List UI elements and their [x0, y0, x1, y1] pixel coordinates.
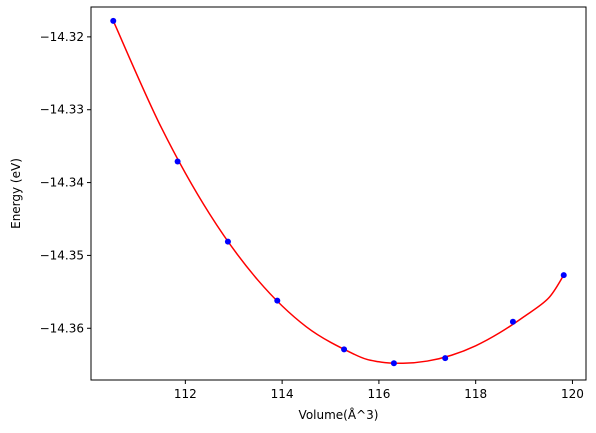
x-tick-label: 120 [561, 387, 584, 401]
y-axis-label: Energy (eV) [9, 158, 23, 229]
axes-frame [90, 6, 587, 381]
y-tick-label: −14.34 [40, 176, 84, 190]
data-point [509, 318, 516, 325]
data-point [110, 17, 117, 24]
x-tick-label: 118 [464, 387, 487, 401]
y-axis-ticks: −14.32 −14.33 −14.34 −14.35 −14.36 [40, 30, 91, 335]
data-point [560, 272, 567, 279]
data-point [442, 355, 449, 362]
y-tick-label: −14.33 [40, 103, 84, 117]
y-tick-label: −14.35 [40, 248, 84, 262]
data-point [341, 346, 348, 353]
x-axis-ticks: 112 114 116 118 120 [174, 380, 584, 401]
x-axis-label: Volume(Å^3) [299, 407, 379, 422]
plot-area [110, 17, 567, 367]
data-point [174, 158, 181, 165]
data-point [390, 360, 397, 367]
y-tick-label: −14.32 [40, 30, 84, 44]
y-tick-label: −14.36 [40, 321, 84, 335]
data-point [224, 238, 231, 245]
data-point [274, 297, 281, 304]
x-tick-label: 112 [174, 387, 197, 401]
x-tick-label: 114 [271, 387, 294, 401]
x-tick-label: 116 [367, 387, 390, 401]
